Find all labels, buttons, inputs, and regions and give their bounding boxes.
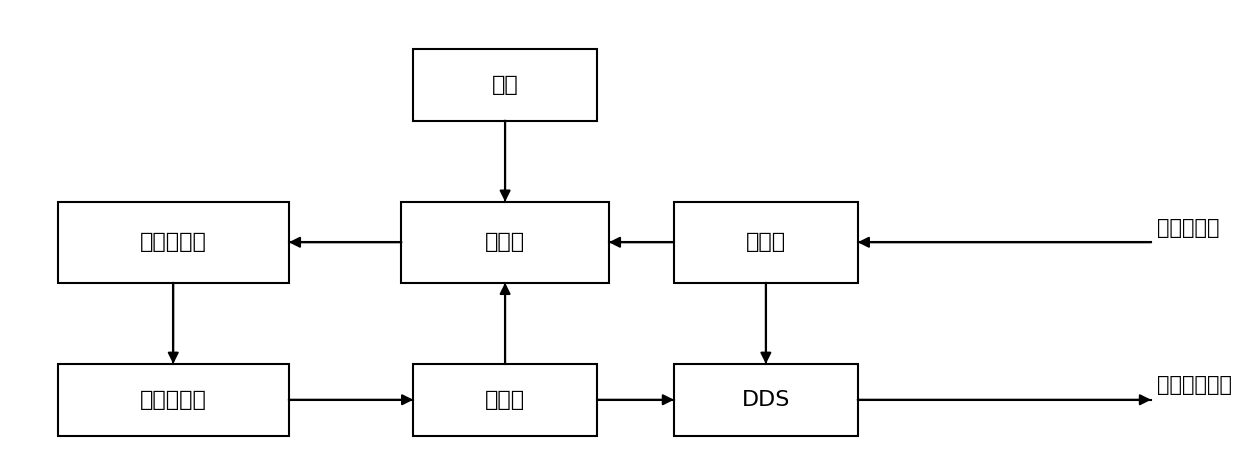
Text: DDS: DDS [742,390,790,410]
Bar [414,364,597,436]
Text: 锁相环: 锁相环 [484,232,525,252]
Bar [674,202,857,283]
Text: 压控振荡器: 压控振荡器 [140,390,207,410]
Bar [674,364,857,436]
Text: 环路滤波器: 环路滤波器 [140,232,207,252]
Bar [401,202,608,283]
Text: 线性调频信号: 线性调频信号 [1157,375,1232,395]
Bar [58,364,289,436]
Text: 单片机: 单片机 [746,232,786,252]
Bar [58,202,289,283]
Text: 频率控制码: 频率控制码 [1157,218,1219,238]
Bar [414,49,597,121]
Text: 功分器: 功分器 [484,390,525,410]
Text: 晶振: 晶振 [492,75,518,95]
